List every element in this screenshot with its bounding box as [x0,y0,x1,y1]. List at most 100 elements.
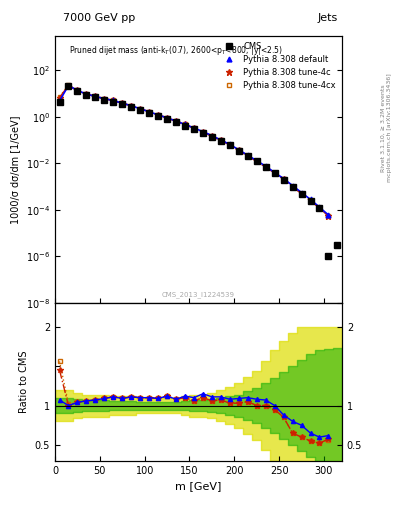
Pythia 8.308 tune-4cx [219,137,223,143]
Pythia 8.308 tune-4c [120,100,125,106]
Pythia 8.308 default [219,137,223,143]
Pythia 8.308 tune-4cx [147,109,152,115]
CMS [200,130,205,136]
Pythia 8.308 tune-4c [290,183,295,189]
Pythia 8.308 default [156,112,160,118]
Pythia 8.308 tune-4cx [192,125,196,132]
Pythia 8.308 tune-4c [326,213,331,219]
Pythia 8.308 tune-4cx [308,198,313,204]
Pythia 8.308 tune-4c [237,147,241,154]
Pythia 8.308 tune-4cx [326,213,331,219]
CMS [102,96,107,102]
CMS [237,147,241,154]
Pythia 8.308 default [254,158,259,164]
Pythia 8.308 default [111,97,116,103]
Pythia 8.308 tune-4c [299,190,304,197]
Line: Pythia 8.308 default: Pythia 8.308 default [57,83,331,218]
Pythia 8.308 default [245,152,250,158]
CMS [129,103,134,110]
Pythia 8.308 default [290,183,295,189]
Pythia 8.308 default [183,121,187,127]
Pythia 8.308 tune-4c [84,91,89,97]
Line: Pythia 8.308 tune-4cx: Pythia 8.308 tune-4cx [57,83,331,218]
Pythia 8.308 tune-4c [57,95,62,101]
CMS [290,183,295,189]
Pythia 8.308 tune-4c [263,164,268,170]
Pythia 8.308 tune-4c [228,142,232,148]
CMS [228,142,232,148]
Line: CMS: CMS [57,83,340,259]
Pythia 8.308 tune-4c [174,118,178,124]
Pythia 8.308 tune-4c [147,109,152,115]
Pythia 8.308 default [93,93,98,99]
Pythia 8.308 tune-4cx [209,133,214,139]
Pythia 8.308 tune-4cx [281,176,286,182]
Text: Pruned dijet mass (anti-k$_T$(0.7), 2600<p$_T$<800, |y|<2.5): Pruned dijet mass (anti-k$_T$(0.7), 2600… [70,44,283,57]
Pythia 8.308 tune-4c [200,129,205,135]
Text: Rivet 3.1.10, ≥ 3.2M events: Rivet 3.1.10, ≥ 3.2M events [381,84,386,172]
Pythia 8.308 tune-4c [219,137,223,143]
Pythia 8.308 default [326,212,331,218]
Pythia 8.308 tune-4cx [228,142,232,148]
CMS [138,106,143,113]
Pythia 8.308 default [281,176,286,182]
Pythia 8.308 tune-4cx [290,183,295,189]
Pythia 8.308 default [237,147,241,153]
Pythia 8.308 tune-4cx [245,153,250,159]
Legend: CMS, Pythia 8.308 default, Pythia 8.308 tune-4c, Pythia 8.308 tune-4cx: CMS, Pythia 8.308 default, Pythia 8.308 … [215,38,340,94]
Pythia 8.308 tune-4cx [174,118,178,124]
Pythia 8.308 tune-4cx [272,170,277,176]
Pythia 8.308 default [317,204,322,210]
Pythia 8.308 tune-4c [254,158,259,164]
Pythia 8.308 tune-4cx [75,88,80,94]
CMS [317,205,322,211]
Pythia 8.308 tune-4cx [299,190,304,197]
CMS [111,98,116,104]
Pythia 8.308 default [200,129,205,135]
Pythia 8.308 tune-4cx [93,93,98,99]
Text: 7000 GeV pp: 7000 GeV pp [63,13,135,23]
Line: Pythia 8.308 tune-4c: Pythia 8.308 tune-4c [56,82,332,219]
Text: mcplots.cern.ch [arXiv:1306.3436]: mcplots.cern.ch [arXiv:1306.3436] [387,74,391,182]
CMS [254,158,259,164]
CMS [57,98,62,104]
Pythia 8.308 default [308,197,313,203]
CMS [326,253,331,260]
CMS [183,122,187,129]
CMS [308,198,313,204]
Pythia 8.308 default [138,105,143,112]
CMS [156,113,160,119]
Text: CMS_2013_I1224539: CMS_2013_I1224539 [162,291,235,297]
Pythia 8.308 tune-4c [102,96,107,102]
Pythia 8.308 default [299,189,304,196]
CMS [147,110,152,116]
CMS [299,190,304,197]
Pythia 8.308 tune-4c [183,121,187,127]
Pythia 8.308 tune-4c [317,205,322,211]
Pythia 8.308 default [75,88,80,94]
Pythia 8.308 default [165,115,169,121]
Pythia 8.308 tune-4c [138,105,143,112]
Pythia 8.308 tune-4cx [263,164,268,170]
CMS [120,101,125,107]
CMS [263,164,268,170]
Pythia 8.308 tune-4c [66,82,71,89]
Pythia 8.308 default [120,100,125,106]
Pythia 8.308 tune-4cx [317,205,322,211]
Pythia 8.308 tune-4c [209,133,214,139]
Pythia 8.308 default [209,133,214,139]
CMS [93,94,98,100]
Pythia 8.308 tune-4c [272,170,277,176]
Pythia 8.308 tune-4cx [237,147,241,154]
Pythia 8.308 default [174,118,178,124]
Pythia 8.308 tune-4cx [165,115,169,121]
Pythia 8.308 tune-4cx [102,96,107,102]
Pythia 8.308 default [147,109,152,115]
Pythia 8.308 tune-4c [75,88,80,94]
Pythia 8.308 tune-4cx [57,94,62,100]
CMS [84,92,89,98]
Pythia 8.308 tune-4c [192,125,196,132]
Y-axis label: 1000/σ dσ/dm [1/GeV]: 1000/σ dσ/dm [1/GeV] [10,115,20,224]
Pythia 8.308 tune-4cx [120,100,125,106]
Pythia 8.308 tune-4c [93,93,98,99]
